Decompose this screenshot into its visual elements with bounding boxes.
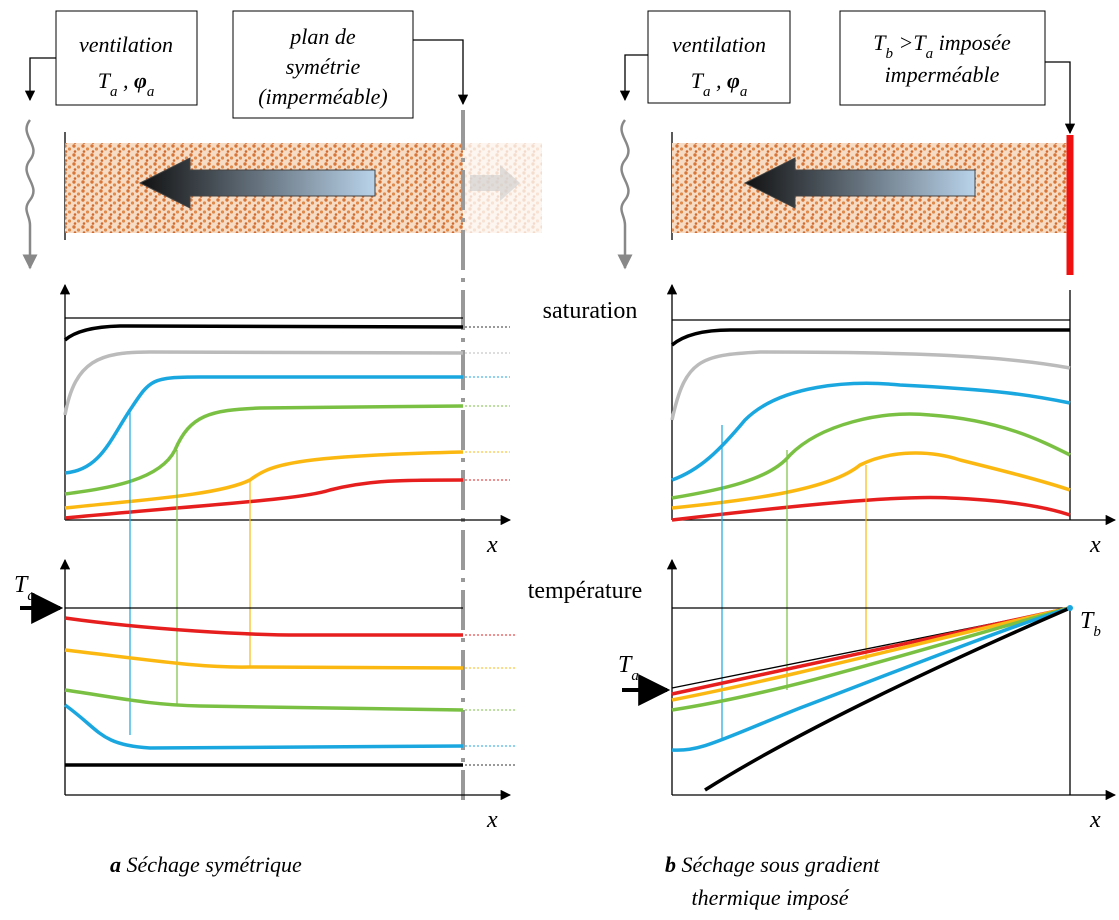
caption: thermique imposé bbox=[691, 885, 849, 910]
box-text: Ta , φa bbox=[691, 68, 748, 100]
box bbox=[839, 10, 1046, 106]
curve bbox=[64, 450, 464, 510]
curves bbox=[63, 616, 515, 767]
point bbox=[1067, 605, 1073, 611]
caption-letter: a bbox=[110, 852, 121, 877]
axis-label: x bbox=[486, 807, 498, 833]
sub: b bbox=[886, 46, 894, 62]
sym: T bbox=[873, 30, 887, 55]
sep: , bbox=[710, 68, 727, 93]
box-text: (imperméable) bbox=[258, 84, 388, 109]
caption: a Séchage symétrique bbox=[110, 852, 302, 877]
curve bbox=[671, 451, 1071, 510]
Ta-label: Ta bbox=[14, 572, 35, 604]
sub: a bbox=[27, 588, 35, 604]
curve bbox=[670, 350, 1071, 421]
axis-label: x bbox=[1089, 532, 1101, 558]
wavy-arrow bbox=[22, 119, 38, 270]
sub: a bbox=[631, 668, 639, 684]
axis-label: x bbox=[1089, 807, 1101, 833]
curve bbox=[671, 606, 1071, 702]
box-text: plan de bbox=[288, 24, 356, 49]
flux-arrow bbox=[743, 157, 976, 209]
op: > bbox=[893, 30, 913, 55]
box bbox=[232, 10, 414, 119]
curve bbox=[64, 478, 464, 520]
flux-arrow bbox=[138, 157, 376, 209]
arrow bbox=[619, 54, 648, 102]
sub: a bbox=[926, 46, 934, 62]
sub: a bbox=[703, 84, 711, 100]
curve bbox=[64, 404, 464, 496]
box-word: imposée bbox=[933, 30, 1011, 55]
mirror-curves bbox=[465, 326, 510, 481]
caption-text: Séchage sous gradient bbox=[682, 852, 881, 877]
box-text: symétrie bbox=[286, 54, 361, 79]
box-text: Tb >Ta imposée bbox=[873, 30, 1011, 62]
curve bbox=[670, 328, 1070, 347]
caption: b Séchage sous gradient bbox=[665, 852, 880, 877]
curve bbox=[64, 616, 463, 637]
sub: a bbox=[740, 84, 748, 100]
curve bbox=[704, 606, 1071, 792]
mirror-curves bbox=[465, 634, 515, 766]
curve bbox=[63, 350, 464, 416]
flux-arrow-mirror bbox=[470, 165, 520, 201]
sub: b bbox=[1093, 624, 1101, 640]
arrow bbox=[1045, 61, 1076, 135]
curve bbox=[671, 412, 1071, 500]
axis-label: x bbox=[486, 532, 498, 558]
curves bbox=[670, 328, 1071, 522]
caption-letter: b bbox=[665, 852, 676, 877]
sym: T bbox=[691, 68, 705, 93]
curve bbox=[671, 606, 1071, 712]
box-text: ventilation bbox=[79, 32, 173, 57]
caption-text: Séchage symétrique bbox=[127, 852, 303, 877]
sym: φ bbox=[727, 68, 740, 93]
sym: T bbox=[913, 30, 927, 55]
sym: T bbox=[1080, 608, 1095, 634]
curve bbox=[671, 495, 1071, 522]
box-text: imperméable bbox=[885, 62, 1000, 87]
panel-b: ventilation Ta , φa Tb >Ta imposée imper… bbox=[617, 10, 1117, 910]
Tb-label: Tb bbox=[1080, 608, 1101, 640]
Ta-label: Ta bbox=[618, 652, 639, 684]
sym: T bbox=[618, 652, 633, 678]
curve bbox=[64, 688, 464, 712]
curves bbox=[63, 324, 510, 520]
temperature-label: température bbox=[528, 578, 643, 604]
box-text: ventilation bbox=[672, 32, 766, 57]
arrow bbox=[413, 39, 469, 106]
curves bbox=[671, 605, 1073, 792]
box bbox=[55, 10, 198, 106]
panel-a: ventilation Ta , φa plan de symétrie (im… bbox=[14, 10, 542, 877]
box-text: Ta , φa bbox=[98, 68, 155, 100]
curve bbox=[64, 648, 464, 670]
sep: , bbox=[117, 68, 134, 93]
sym: φ bbox=[134, 68, 147, 93]
sub: a bbox=[110, 84, 118, 100]
curve bbox=[671, 606, 1071, 752]
saturation-label: saturation bbox=[543, 298, 638, 324]
curve bbox=[63, 703, 464, 750]
curve bbox=[671, 381, 1071, 482]
curve bbox=[64, 375, 463, 475]
wavy-arrow bbox=[617, 119, 633, 270]
box bbox=[647, 10, 791, 104]
sub: a bbox=[147, 84, 155, 100]
arrow bbox=[24, 57, 56, 102]
sym: T bbox=[98, 68, 112, 93]
curve bbox=[63, 324, 464, 342]
sym: T bbox=[14, 572, 29, 598]
